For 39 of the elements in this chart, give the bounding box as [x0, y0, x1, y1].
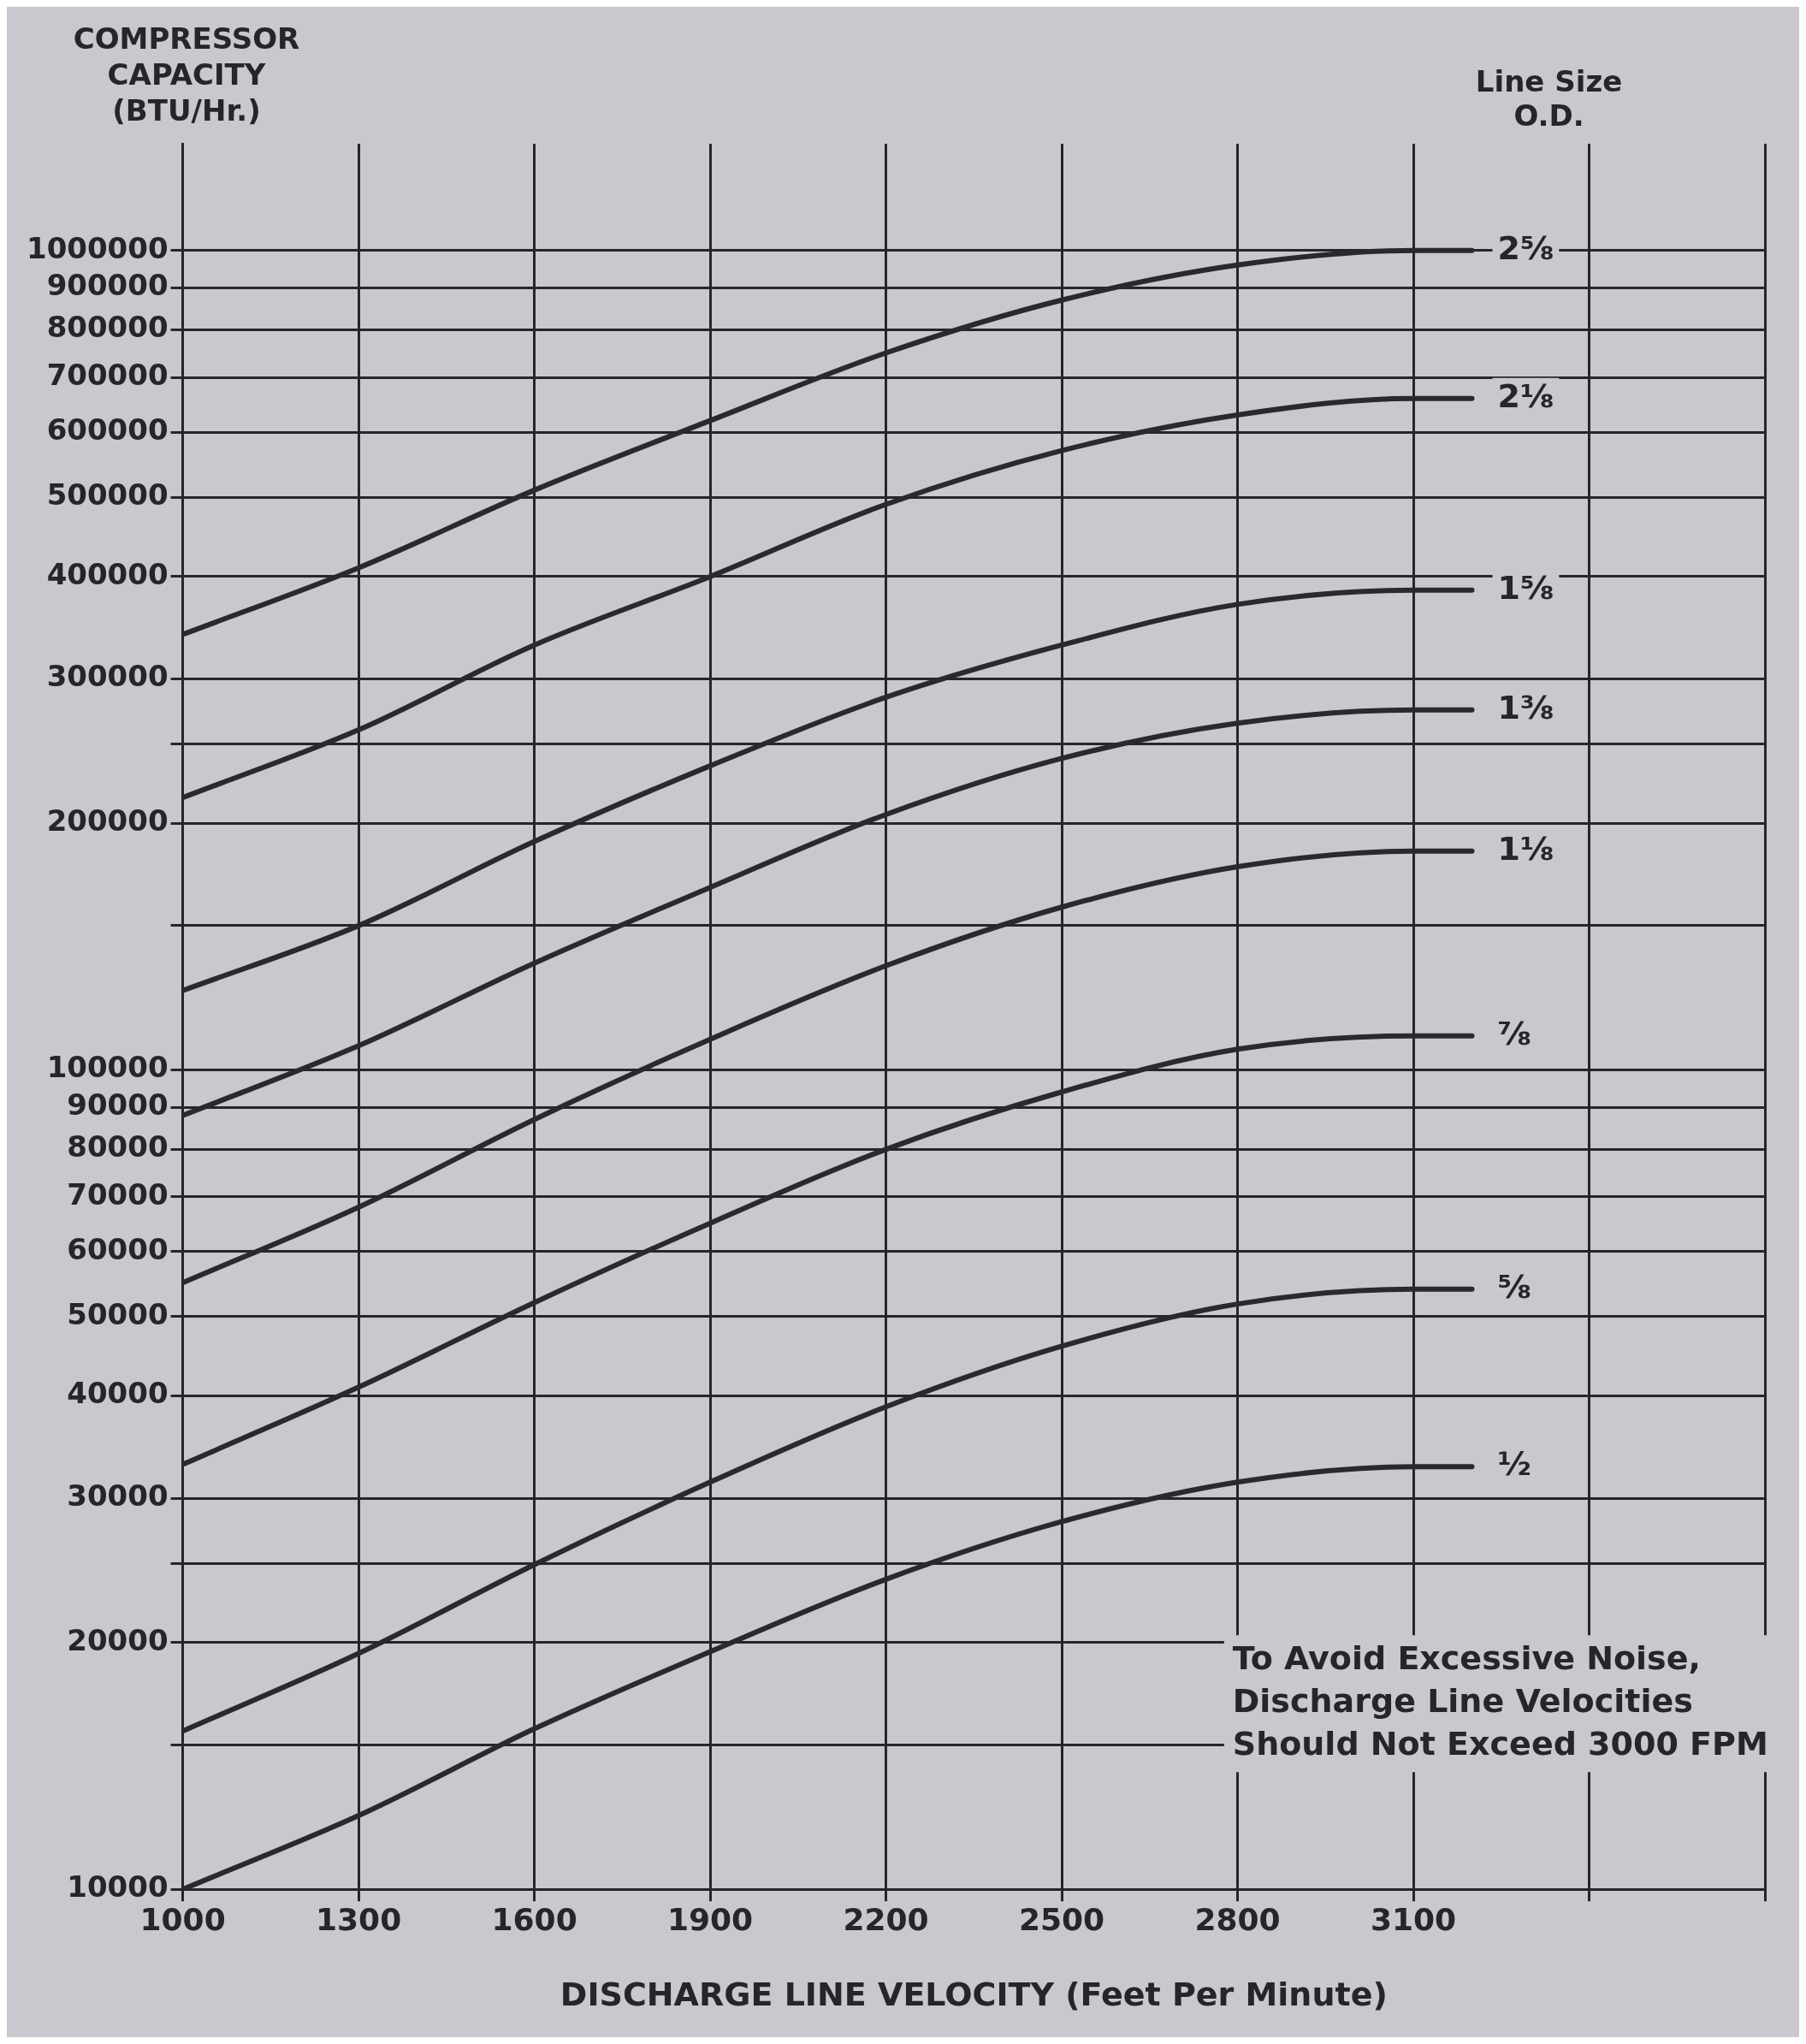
y-tick-label: 900000 — [46, 268, 169, 303]
legend-title: Line Size O.D. — [1475, 63, 1623, 133]
y-tick-label: 90000 — [67, 1087, 169, 1123]
y-tick-label: 500000 — [46, 477, 169, 512]
x-tick-label: 2800 — [1194, 1902, 1281, 1938]
y-tick-label: 60000 — [67, 1231, 169, 1266]
x-tick-label: 2200 — [843, 1902, 929, 1938]
y-tick-label: 10000 — [67, 1869, 169, 1905]
annotation: To Avoid Excessive Noise, Discharge Line Velocities Should Not Exceed 3000 FPM — [1232, 1639, 1768, 1763]
series-label: ½ — [1497, 1445, 1531, 1484]
series-label: 1⅛ — [1497, 829, 1554, 868]
series-label: ⅞ — [1497, 1014, 1531, 1052]
y-tick-label: 400000 — [46, 556, 169, 591]
x-tick-label: 1000 — [139, 1902, 226, 1938]
series-label: 2⅛ — [1497, 376, 1554, 415]
y-tick-label: 20000 — [67, 1622, 169, 1657]
x-tick-label: 1300 — [315, 1902, 402, 1938]
y-tick-label: 40000 — [67, 1376, 169, 1411]
series-label: 2⅝ — [1497, 228, 1554, 267]
x-tick-label: 2500 — [1018, 1902, 1105, 1938]
y-tick-label: 300000 — [46, 659, 169, 694]
y-tick-label: 1000000 — [26, 230, 169, 265]
y-tick-label: 800000 — [46, 310, 169, 345]
series-label: 1⅜ — [1497, 688, 1554, 726]
y-axis-title: COMPRESSOR CAPACITY (BTU/Hr.) — [73, 21, 300, 127]
x-axis-title: DISCHARGE LINE VELOCITY (Feet Per Minute) — [560, 1976, 1388, 2014]
y-tick-label: 50000 — [67, 1296, 169, 1331]
x-tick-label: 1600 — [491, 1902, 577, 1938]
x-tick-label: 3100 — [1370, 1902, 1457, 1938]
y-tick-label: 600000 — [46, 412, 169, 447]
y-tick-label: 70000 — [67, 1176, 169, 1212]
y-tick-label: 200000 — [46, 803, 169, 838]
y-tick-label: 700000 — [46, 358, 169, 392]
series-label: 1⅝ — [1497, 568, 1554, 607]
y-tick-label: 80000 — [67, 1129, 169, 1164]
y-tick-label: 30000 — [67, 1478, 169, 1514]
series-label: ⅝ — [1497, 1267, 1531, 1306]
x-tick-label: 1900 — [666, 1902, 754, 1938]
y-tick-label: 100000 — [46, 1050, 169, 1085]
